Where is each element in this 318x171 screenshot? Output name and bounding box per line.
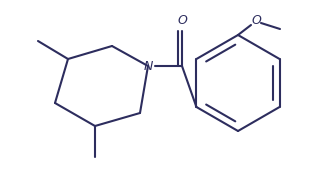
Text: O: O bbox=[177, 15, 187, 28]
Text: O: O bbox=[251, 15, 261, 28]
Text: N: N bbox=[143, 60, 153, 73]
